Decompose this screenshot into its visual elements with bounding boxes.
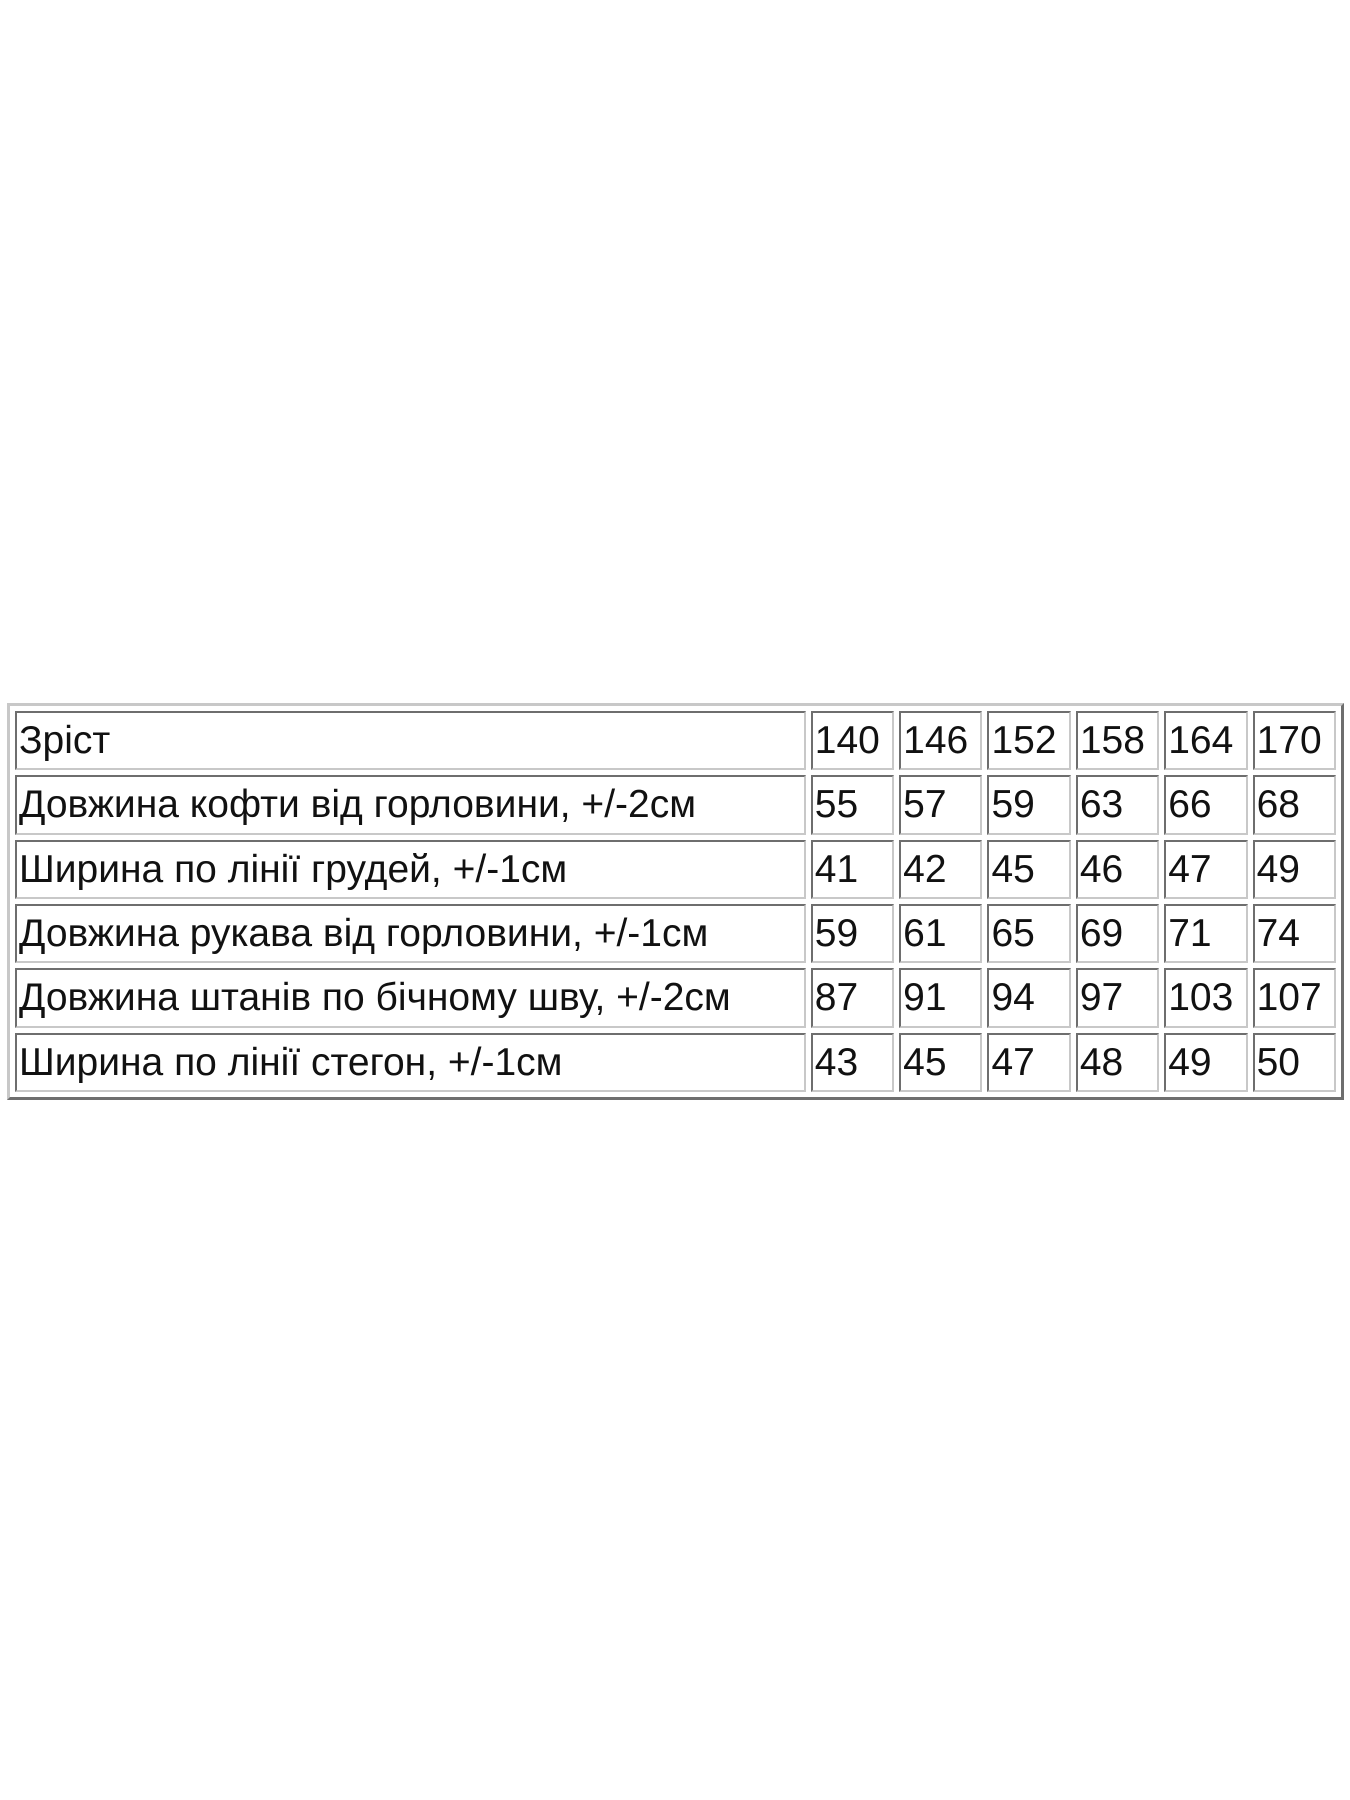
measurement-cell: 66 [1164,775,1248,835]
measurement-cell: 42 [899,839,983,899]
row-label: Довжина кофти від горловини, +/-2см [15,775,806,835]
row-label: Довжина рукава від горловини, +/-1см [15,903,806,964]
measurement-cell: 87 [810,968,895,1028]
row-label: Довжина штанів по бічному шву, +/-2см [15,968,806,1028]
measurement-cell: 103 [1164,968,1248,1028]
measurement-cell: 55 [810,775,895,835]
measurement-cell: 57 [899,775,983,835]
measurement-cell: 69 [1075,903,1160,964]
measurement-cell: 59 [810,903,895,964]
measurement-cell: 65 [987,903,1071,964]
measurement-cell: 41 [810,839,895,899]
row-label: Ширина по лінії грудей, +/-1см [15,839,806,899]
height-size-cell: 158 [1075,711,1160,771]
table-row: Ширина по лінії стегон, +/-1см 43 45 47 48 49… [15,1032,1336,1092]
measurement-cell: 97 [1075,968,1160,1028]
header-row: Зріст 140 146 152 158 164 170 [15,711,1336,771]
height-size-cell: 140 [810,711,895,771]
row-label: Зріст [15,711,806,771]
measurement-cell: 91 [899,968,983,1028]
row-label: Ширина по лінії стегон, +/-1см [15,1032,806,1092]
measurement-cell: 59 [987,775,1071,835]
height-size-cell: 152 [987,711,1071,771]
measurement-cell: 68 [1252,775,1336,835]
measurement-cell: 47 [987,1032,1071,1092]
height-size-cell: 164 [1164,711,1248,771]
table-row: Довжина штанів по бічному шву, +/-2см 87 9… [15,968,1336,1028]
measurement-cell: 63 [1075,775,1160,835]
measurement-cell: 48 [1075,1032,1160,1092]
measurement-cell: 47 [1164,839,1248,899]
measurement-cell: 49 [1252,839,1336,899]
measurement-cell: 50 [1252,1032,1336,1092]
measurement-cell: 45 [899,1032,983,1092]
measurement-cell: 46 [1075,839,1160,899]
measurement-cell: 61 [899,903,983,964]
table-row: Довжина кофти від горловини, +/-2см 55 57 5… [15,775,1336,835]
measurement-cell: 74 [1252,903,1336,964]
measurement-cell: 94 [987,968,1071,1028]
measurement-cell: 107 [1252,968,1336,1028]
measurement-cell: 49 [1164,1032,1248,1092]
table-row: Ширина по лінії грудей, +/-1см 41 42 45 46 47… [15,839,1336,899]
table-row: Довжина рукава від горловини, +/-1см 59 61… [15,903,1336,964]
size-chart-table: Зріст 140 146 152 158 164 170 Довжина кофти від… [7,703,1344,1100]
measurement-cell: 43 [810,1032,895,1092]
measurement-cell: 45 [987,839,1071,899]
measurement-cell: 71 [1164,903,1248,964]
height-size-cell: 146 [899,711,983,771]
height-size-cell: 170 [1252,711,1336,771]
